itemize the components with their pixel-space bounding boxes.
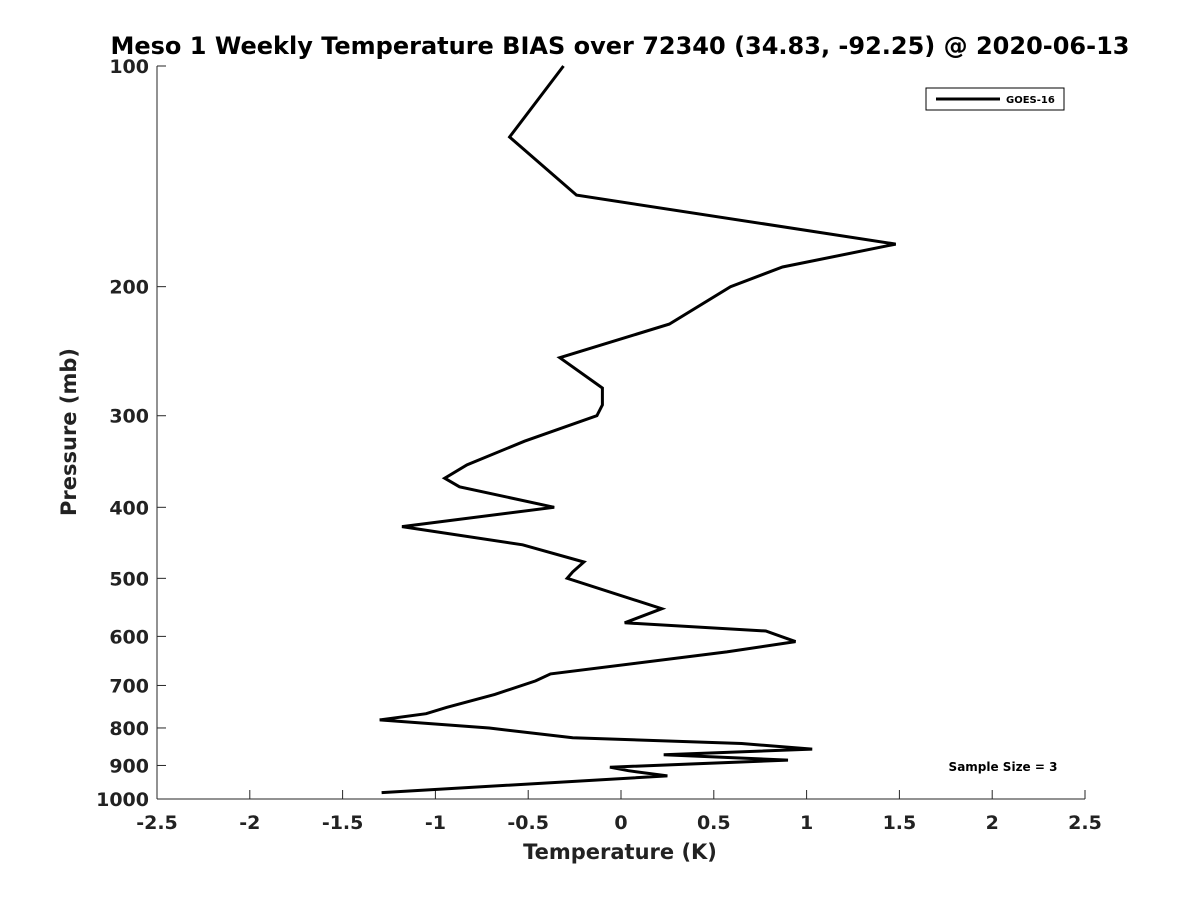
x-tick-label: -2	[239, 812, 260, 834]
y-axis-label: Pressure (mb)	[57, 348, 81, 516]
y-tick-label: 500	[109, 568, 149, 590]
x-tick-label: -1.5	[322, 812, 364, 834]
legend: GOES-16	[925, 87, 1065, 111]
x-axis: -2.5 -2 -1.5 -1 -0.5 0 0.5 1 1.5 2 2.5	[136, 790, 1102, 834]
chart-title: Meso 1 Weekly Temperature BIAS over 7234…	[110, 32, 1129, 60]
y-tick-label: 300	[109, 406, 149, 428]
y-tick-label: 400	[109, 497, 149, 519]
x-tick-label: 1.5	[883, 812, 917, 834]
x-tick-label: -1	[425, 812, 446, 834]
series-layer	[379, 65, 896, 795]
x-tick-label: 2.5	[1068, 812, 1102, 834]
y-tick-label: 1000	[96, 789, 149, 811]
y-tick-label: 100	[109, 56, 149, 78]
y-tick-label: 900	[109, 755, 149, 777]
x-tick-label: -2.5	[136, 812, 178, 834]
legend-label-goes-16: GOES-16	[1006, 95, 1055, 106]
x-tick-label: 1	[800, 812, 813, 834]
series-line-goes-16	[379, 65, 896, 795]
x-axis-label: Temperature (K)	[523, 840, 717, 864]
y-tick-label: 700	[109, 675, 149, 697]
sample-size-annotation: Sample Size = 3	[949, 760, 1058, 774]
x-tick-label: 2	[986, 812, 999, 834]
x-tick-label: 0.5	[697, 812, 731, 834]
y-tick-label: 600	[109, 626, 149, 648]
y-tick-label: 800	[109, 718, 149, 740]
y-axis: 100 200 300 400 500 600 700 800 900 1000	[96, 56, 166, 811]
x-tick-label: -0.5	[507, 812, 549, 834]
y-tick-label: 200	[109, 277, 149, 299]
x-tick-label: 0	[614, 812, 627, 834]
